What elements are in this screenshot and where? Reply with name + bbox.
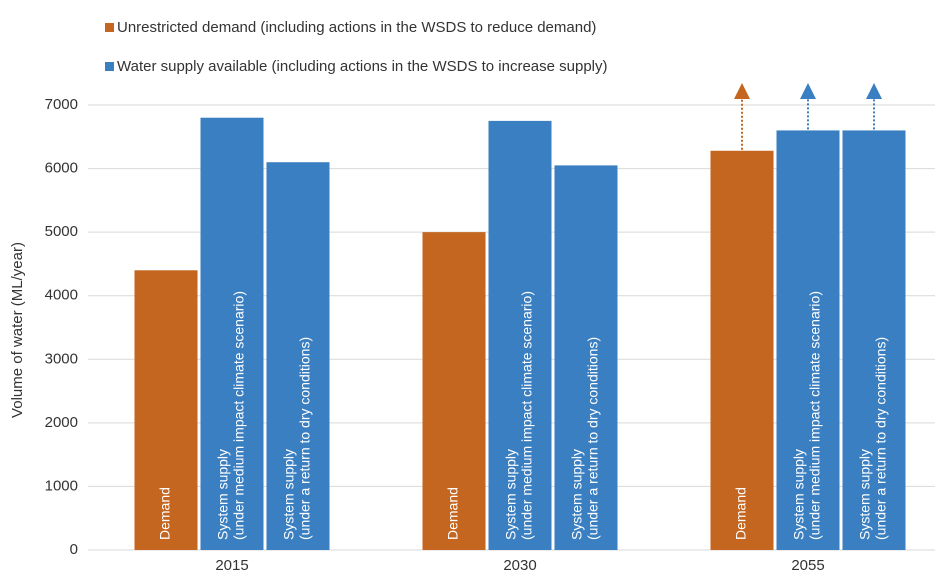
- bar-label: (under medium impact climate scenario): [231, 291, 247, 540]
- bar-label: System supply: [857, 449, 873, 540]
- bar: [776, 130, 840, 550]
- legend-label: Water supply available (including action…: [117, 58, 608, 75]
- bar: [554, 165, 618, 550]
- bar: [710, 150, 774, 550]
- x-tick-label: 2055: [791, 557, 824, 574]
- y-tick-label: 5000: [45, 223, 78, 240]
- bar-label: System supply: [281, 449, 297, 540]
- bar-label: (under a return to dry conditions): [585, 337, 601, 540]
- bar: [422, 232, 486, 550]
- bar: [842, 130, 906, 550]
- y-axis-title: Volume of water (ML/year): [9, 242, 26, 418]
- bar-label: (under medium impact climate scenario): [807, 291, 823, 540]
- bar-label: System supply: [569, 449, 585, 540]
- bar-label: (under a return to dry conditions): [297, 337, 313, 540]
- bar-label: (under medium impact climate scenario): [519, 291, 535, 540]
- bar: [134, 270, 198, 550]
- x-tick-label: 2030: [503, 557, 536, 574]
- bar: [266, 162, 330, 550]
- bar: [488, 120, 552, 551]
- bar-label: System supply: [215, 449, 231, 540]
- legend-swatch: [105, 23, 114, 32]
- y-tick-label: 7000: [45, 96, 78, 113]
- bar-label: Demand: [733, 487, 749, 540]
- y-tick-label: 4000: [45, 287, 78, 304]
- y-tick-label: 6000: [45, 160, 78, 177]
- bar-label: System supply: [791, 449, 807, 540]
- bar-label: System supply: [503, 449, 519, 540]
- y-tick-label: 2000: [45, 414, 78, 431]
- bar-label: (under a return to dry conditions): [873, 337, 889, 540]
- bar-label: Demand: [157, 487, 173, 540]
- legend-label: Unrestricted demand (including actions i…: [117, 19, 596, 36]
- x-tick-label: 2015: [215, 557, 248, 574]
- bar-label: Demand: [445, 487, 461, 540]
- y-tick-label: 3000: [45, 350, 78, 367]
- y-tick-label: 0: [70, 541, 78, 558]
- bar: [200, 117, 264, 550]
- y-tick-label: 1000: [45, 477, 78, 494]
- legend-swatch: [105, 62, 114, 71]
